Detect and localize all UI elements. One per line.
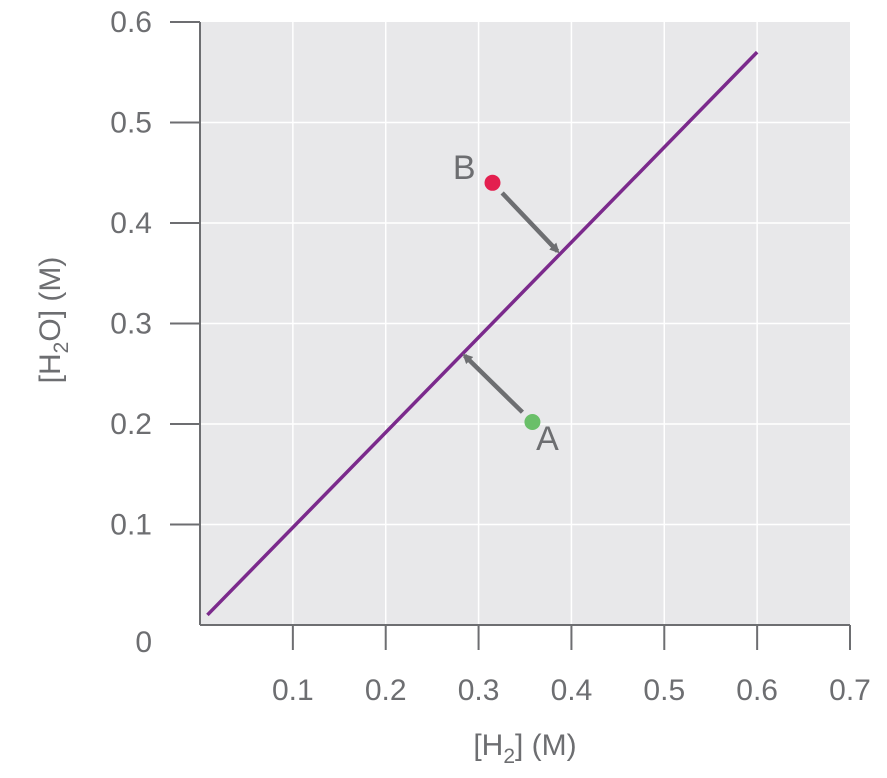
x-tick-label: 0.2 bbox=[365, 674, 407, 707]
point-a bbox=[524, 413, 541, 430]
x-tick-label: 0.7 bbox=[829, 674, 871, 707]
y-tick-label: 0.2 bbox=[110, 408, 152, 441]
series-layer bbox=[206, 50, 759, 617]
y-tick-label: 0.6 bbox=[110, 6, 152, 39]
axes bbox=[170, 21, 851, 650]
point-b bbox=[484, 174, 501, 191]
arrow-a bbox=[462, 353, 524, 414]
arrow-b bbox=[500, 191, 560, 254]
series-line bbox=[206, 50, 759, 617]
x-tick-label: 0.3 bbox=[458, 674, 500, 707]
y-tick-label: 0 bbox=[135, 626, 152, 659]
point-label-b: B bbox=[453, 149, 476, 187]
y-tick-label: 0.4 bbox=[110, 207, 152, 240]
y-axis-title: [H2O] (M) bbox=[34, 257, 73, 384]
y-tick-label: 0.5 bbox=[110, 107, 152, 140]
x-tick-label: 0.1 bbox=[272, 674, 314, 707]
x-tick-label: 0.6 bbox=[736, 674, 778, 707]
y-tick-labels: 0 0.1 0.2 0.3 0.4 0.5 0.6 bbox=[110, 6, 152, 659]
y-tick-label: 0.1 bbox=[110, 509, 152, 542]
grid-lines bbox=[200, 22, 850, 625]
x-tick-label: 0.5 bbox=[643, 674, 685, 707]
points-layer: BA bbox=[453, 149, 560, 458]
y-tick-label: 0.3 bbox=[110, 308, 152, 341]
x-axis-title: [H2] (M) bbox=[473, 729, 576, 768]
x-tick-labels: 0.1 0.2 0.3 0.4 0.5 0.6 0.7 bbox=[272, 674, 871, 707]
x-tick-label: 0.4 bbox=[551, 674, 593, 707]
point-label-a: A bbox=[536, 420, 559, 458]
